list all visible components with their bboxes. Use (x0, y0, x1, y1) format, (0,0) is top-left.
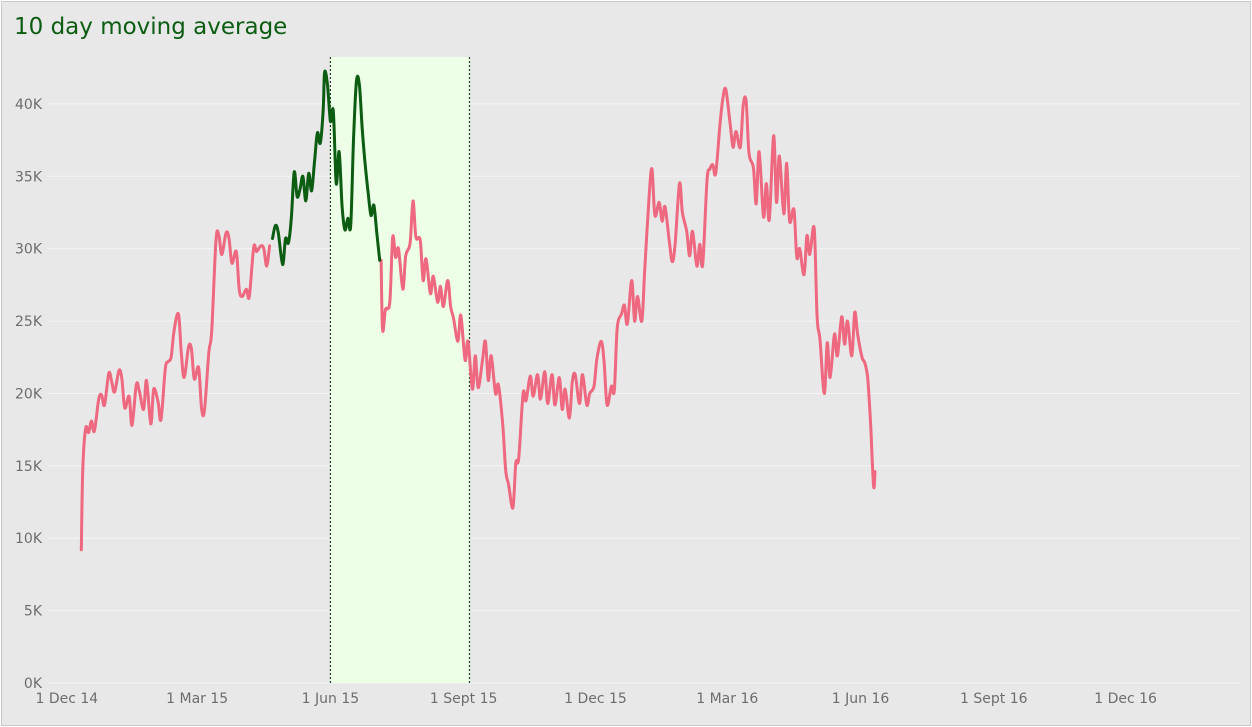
x-tick-label: 1 Dec 15 (564, 691, 627, 707)
series-line (79, 229, 272, 552)
highlighted-series-line (271, 69, 382, 267)
y-tick-label: 20K (15, 386, 43, 402)
y-tick-label: 40K (15, 97, 43, 113)
y-tick-label: 5K (24, 604, 43, 620)
highlight-layer (329, 57, 471, 683)
x-tick-label: 1 Dec 16 (1094, 691, 1157, 707)
x-tick-label: 1 Jun 15 (302, 691, 360, 707)
y-tick-label: 25K (15, 314, 43, 330)
y-axis: 0K 5K 10K 15K 20K 25K 30K 35K 40K (15, 97, 43, 692)
y-tick-label: 30K (15, 242, 43, 258)
series-line (379, 86, 877, 510)
grid-lines (48, 103, 1240, 684)
x-tick-label: 1 Sept 15 (430, 691, 498, 707)
y-tick-label: 15K (15, 459, 43, 475)
chart-title: 10 day moving average (14, 14, 288, 40)
series-layer (79, 69, 877, 552)
y-tick-label: 0K (24, 676, 43, 692)
y-tick-label: 35K (15, 169, 43, 185)
x-tick-label: 1 Mar 15 (166, 691, 228, 707)
y-tick-label: 10K (15, 531, 43, 547)
x-tick-label: 1 Jun 16 (832, 691, 890, 707)
x-axis: 1 Dec 14 1 Mar 15 1 Jun 15 1 Sept 15 1 Dec 1… (35, 691, 1157, 707)
highlight-band (330, 57, 470, 683)
x-tick-label: 1 Mar 16 (696, 691, 758, 707)
x-tick-label: 1 Sept 16 (960, 691, 1028, 707)
x-tick-label: 1 Dec 14 (35, 691, 98, 707)
